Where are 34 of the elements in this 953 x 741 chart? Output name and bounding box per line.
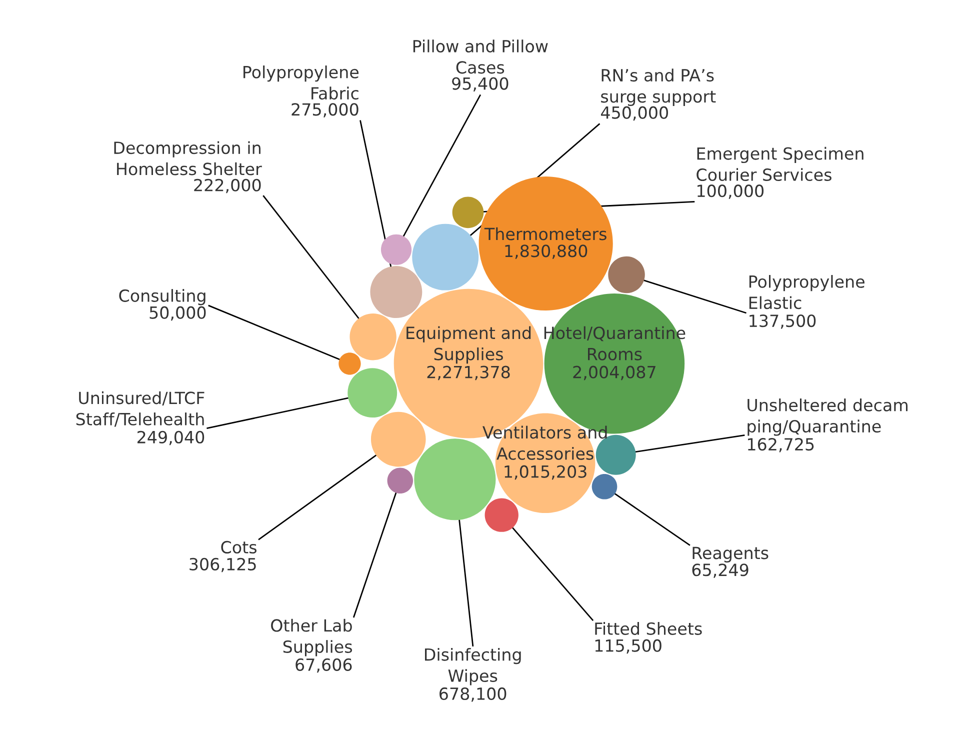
category-label: Reagents [692, 546, 768, 562]
data-label: 306,125 [190, 558, 256, 572]
data-label: 1,830,880 [505, 244, 588, 259]
category-label: Uninsured/LTCF Staff/Telehealth [76, 391, 204, 427]
category-label: Emergent Specimen Courier Services [696, 146, 864, 182]
data-label: 115,500 [595, 639, 662, 654]
data-label: 162,725 [748, 438, 814, 452]
data-label: 1,015,203 [504, 465, 586, 480]
category-label: Polypropylene Fabric [244, 65, 359, 100]
data-label: 450,000 [600, 106, 668, 121]
category-label: Decompression in Homeless Shelter [114, 141, 262, 176]
data-label: 2,004,087 [573, 366, 656, 380]
data-label: 137,500 [750, 314, 816, 329]
category-label: Pillow and Pillow Cases [413, 40, 548, 74]
data-label: 100,000 [698, 184, 764, 199]
data-label: 95,400 [452, 77, 508, 92]
category-label: Fitted Sheets [595, 622, 702, 635]
data-label: 50,000 [150, 306, 206, 321]
category-label: Polypropylene Elastic [749, 275, 864, 310]
data-label: 67,606 [296, 658, 352, 673]
data-label: 249,040 [137, 430, 204, 446]
category-label: Unsheltered decam ping/Quarantine [748, 398, 908, 436]
data-label: 678,100 [440, 687, 506, 702]
data-label: 65,249 [692, 564, 748, 578]
data-label: 275,000 [292, 103, 358, 118]
data-label: 2,271,378 [427, 366, 510, 380]
category-label: Disinfecting Wipes [425, 648, 521, 686]
category-label: Other Lab Supplies [271, 618, 352, 656]
data-label: 222,000 [194, 178, 261, 194]
category-label: Consulting [119, 289, 206, 306]
category-label: Cots [221, 540, 256, 554]
category-label: RN’s and PA’s surge support [601, 68, 716, 106]
category-label: Thermometers [484, 227, 606, 240]
category-label: Equipment and Supplies [406, 326, 531, 364]
